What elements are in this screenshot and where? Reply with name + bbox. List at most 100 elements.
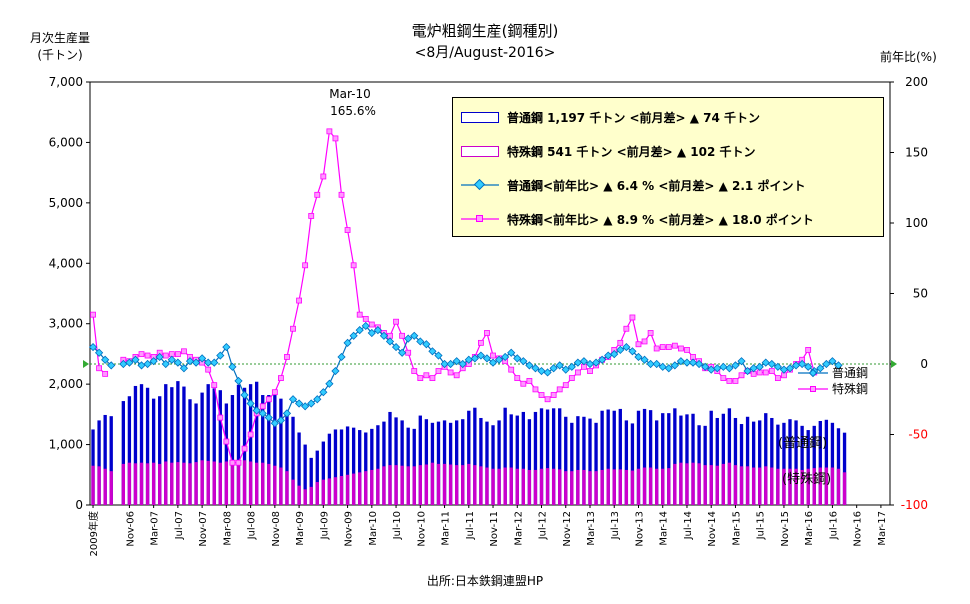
futsu-yoy-point — [591, 358, 601, 367]
bar-futsu — [679, 415, 683, 505]
bar-futsu — [733, 417, 738, 505]
tokushu-yoy-point — [520, 380, 527, 387]
bar-tokushu — [606, 468, 610, 505]
tokushu-yoy-point — [259, 403, 266, 410]
legend-text-futsu-yoy: 普通鋼<前年比> ▲ 6.4 % <前月差> ▲ 2.1 ポイント — [507, 178, 806, 193]
bar-futsu — [200, 392, 204, 505]
bar-tokushu — [551, 468, 556, 505]
bar-tokushu — [794, 468, 798, 505]
bar-futsu — [448, 422, 453, 505]
futsu-yoy-point — [688, 358, 698, 367]
bar-futsu — [103, 414, 107, 505]
tokushu-yoy-point — [181, 348, 187, 355]
bar-futsu — [818, 421, 822, 505]
tokushu-yoy-point — [96, 365, 102, 372]
bar-tokushu — [570, 471, 574, 505]
bar-futsu — [782, 422, 786, 505]
bar-tokushu — [812, 468, 816, 505]
bar-tokushu — [527, 469, 532, 505]
futsu-yoy-point — [761, 358, 770, 367]
left-tick-label: 3,000 — [49, 317, 83, 331]
futsu-yoy-point — [507, 348, 516, 357]
bar-tokushu — [539, 468, 544, 505]
futsu-yoy-point — [143, 359, 152, 369]
x-tick-label: Nov-09 — [344, 511, 355, 547]
bar-futsu — [436, 421, 441, 505]
legend-text-tokushu: 特殊鋼 541 千トン <前月差> ▲ 102 千トン — [507, 144, 756, 159]
futsu-yoy-point — [682, 358, 692, 367]
futsu-yoy-point — [476, 351, 486, 360]
futsu-yoy-point — [658, 362, 667, 371]
bar-tokushu — [109, 471, 113, 505]
futsu-yoy-point — [767, 359, 776, 369]
bar-tokushu — [200, 460, 204, 505]
bar-futsu — [351, 427, 356, 505]
x-tick-label: Mar-14 — [659, 511, 670, 546]
futsu-yoy-point — [313, 395, 322, 404]
tokushu-yoy-point — [217, 414, 224, 421]
bar-futsu — [97, 420, 101, 505]
tokushu-yoy-point — [368, 321, 375, 328]
x-tick-label: Jul-07 — [174, 511, 185, 540]
bar-futsu — [303, 444, 307, 505]
bar-tokushu — [255, 462, 259, 505]
bar-tokushu — [158, 463, 162, 505]
tokushu-yoy-point — [320, 173, 327, 180]
x-tick-label: Jul-12 — [538, 511, 549, 540]
futsu-yoy-point — [301, 402, 310, 411]
futsu-yoy-point — [519, 357, 528, 366]
bar-futsu — [709, 410, 713, 505]
tokushu-yoy-point — [726, 378, 733, 384]
bar-futsu — [109, 416, 113, 505]
bar-futsu — [176, 381, 180, 505]
bar-tokushu — [745, 466, 750, 505]
futsu-yoy-point — [555, 361, 564, 370]
bar-futsu — [497, 420, 501, 505]
bar-tokushu — [691, 462, 695, 505]
tokushu-yoy-point — [762, 369, 769, 376]
x-tick-label: Jul-09 — [319, 511, 330, 540]
bar-futsu — [279, 398, 283, 505]
tokushu-yoy-point — [490, 352, 496, 359]
bar-futsu — [806, 430, 810, 505]
tokushu-yoy-point — [629, 314, 636, 321]
bar-tokushu — [345, 474, 350, 505]
chart-subtitle: <8月/August-2016> — [414, 45, 556, 61]
futsu-yoy-point — [616, 345, 625, 355]
tokushu-yoy-point — [265, 396, 272, 403]
bar-tokushu — [648, 467, 653, 505]
bar-futsu — [751, 421, 756, 505]
futsu-yoy-point — [501, 352, 510, 362]
bar-futsu — [182, 386, 186, 505]
bar-futsu — [624, 420, 629, 505]
futsu-yoy-point — [270, 419, 279, 428]
bar-futsu — [794, 420, 798, 505]
bar-tokushu — [764, 466, 768, 505]
bar-tokushu — [703, 465, 707, 505]
bar-tokushu — [127, 462, 132, 505]
futsu-yoy-point — [773, 362, 782, 371]
bar-futsu — [333, 429, 338, 505]
bar-futsu — [612, 410, 616, 505]
bar-tokushu — [436, 463, 441, 505]
futsu-yoy-point — [198, 354, 207, 363]
bar-futsu — [121, 401, 125, 505]
legend-row-futsu-yoy: 普通鋼<前年比> ▲ 6.4 % <前月差> ▲ 2.1 ポイント — [461, 174, 805, 196]
bar-tokushu — [188, 463, 192, 505]
bar-futsu — [212, 388, 216, 505]
bar-futsu — [800, 425, 804, 505]
bar-tokushu — [358, 472, 362, 505]
bar-tokushu — [788, 468, 792, 505]
left-axis-label-line2: (千トン) — [37, 48, 83, 62]
bar-tokushu — [91, 465, 95, 505]
bar-futsu — [473, 407, 477, 505]
bar-futsu — [576, 416, 580, 505]
futsu-yoy-point — [234, 376, 243, 386]
bar-tokushu — [418, 465, 422, 505]
tokushu-yoy-point — [484, 330, 490, 336]
legend-text-tokushu-yoy: 特殊鋼<前年比> ▲ 8.9 % <前月差> ▲ 18.0 ポイント — [507, 212, 814, 227]
tokushu-yoy-point — [278, 375, 284, 382]
tokushu-yoy-point — [671, 342, 678, 349]
bar-futsu — [418, 415, 422, 505]
tokushu-yoy-point — [302, 262, 309, 269]
